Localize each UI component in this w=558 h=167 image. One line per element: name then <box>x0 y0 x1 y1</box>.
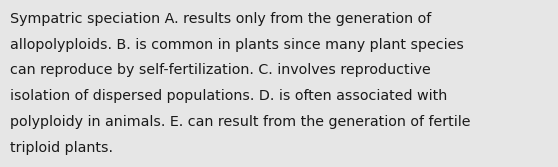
Text: allopolyploids. B. is common in plants since many plant species: allopolyploids. B. is common in plants s… <box>10 38 464 52</box>
Text: Sympatric speciation A. results only from the generation of: Sympatric speciation A. results only fro… <box>10 12 431 26</box>
Text: polyploidy in animals. E. can result from the generation of fertile: polyploidy in animals. E. can result fro… <box>10 115 470 129</box>
Text: triploid plants.: triploid plants. <box>10 141 113 155</box>
Text: isolation of dispersed populations. D. is often associated with: isolation of dispersed populations. D. i… <box>10 89 448 103</box>
Text: can reproduce by self-fertilization. C. involves reproductive: can reproduce by self-fertilization. C. … <box>10 63 431 77</box>
